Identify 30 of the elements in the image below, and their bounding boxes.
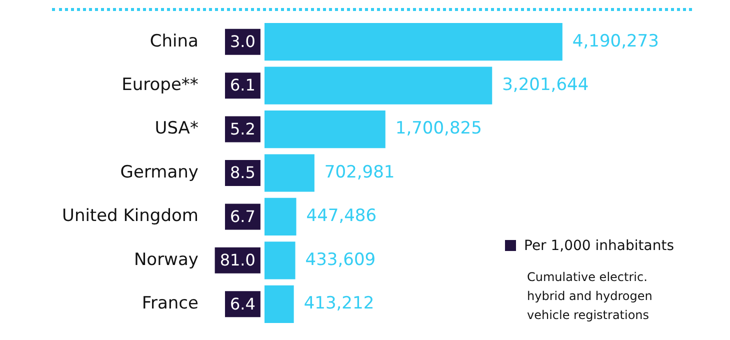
bar <box>264 110 386 148</box>
y-tick-label: Europe** <box>122 74 198 95</box>
bar <box>264 154 314 192</box>
text: 6.4 <box>230 294 256 314</box>
data-label: 1,700,825 <box>395 118 482 139</box>
text: 6.1 <box>230 76 256 95</box>
data-label: 413,212 <box>304 294 374 314</box>
bar <box>264 285 294 323</box>
bar <box>264 242 296 280</box>
y-tick-label: Germany <box>120 162 198 182</box>
data-label: 433,609 <box>305 250 376 270</box>
annotation: Per 1,000 inhabitants <box>524 238 674 254</box>
y-tick-label: China <box>150 31 198 52</box>
y-tick-label: United Kingdom <box>62 206 198 226</box>
text: 6.7 <box>230 206 256 226</box>
y-tick-label: France <box>142 294 198 314</box>
y-tick-label: USA* <box>154 118 198 139</box>
text: 5.2 <box>230 119 256 138</box>
data-label: 702,981 <box>324 162 395 182</box>
text: 81.0 <box>220 250 256 270</box>
bar <box>264 198 296 236</box>
bar <box>264 23 562 61</box>
data-label: 4,190,273 <box>572 31 659 52</box>
text: 8.5 <box>230 163 256 182</box>
annotation: Cumulative electric. hybrid and hydrogen vehicle registrations <box>527 269 654 324</box>
data-label: 447,486 <box>306 206 377 226</box>
bar <box>264 66 492 104</box>
data-label: 3,201,644 <box>502 74 589 95</box>
y-tick-label: Norway <box>134 250 198 270</box>
text: 3.0 <box>230 32 256 52</box>
